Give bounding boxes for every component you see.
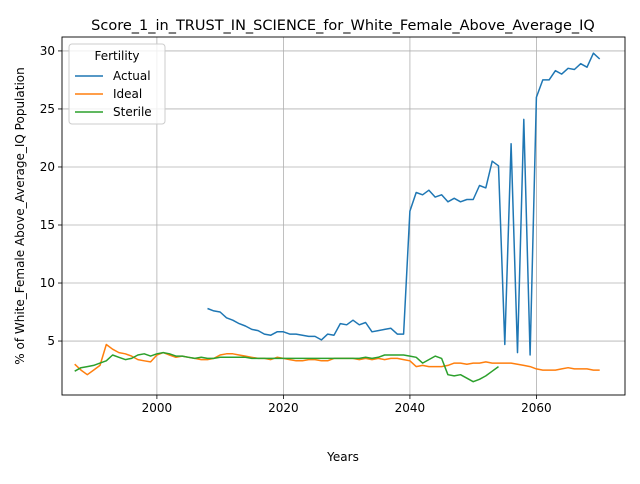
y-tick-label: 20: [40, 160, 55, 174]
legend-title: Fertility: [94, 49, 139, 63]
x-tick-label: 2000: [142, 401, 173, 415]
x-tick-label: 2060: [521, 401, 552, 415]
x-axis-label: Years: [326, 450, 359, 464]
y-tick-label: 25: [40, 102, 55, 116]
axis-ticks: 2000 2020 2040 2060 5 10 15 20 25 30: [40, 44, 552, 415]
series-line-actual: [207, 52, 601, 356]
legend-label-sterile: Sterile: [113, 105, 152, 119]
legend-label-ideal: Ideal: [113, 87, 142, 101]
legend-box: [68, 43, 166, 125]
y-tick-label: 10: [40, 276, 55, 290]
legend: Fertility Actual Ideal Sterile: [68, 43, 166, 125]
y-axis-label: % of White_Female Above_Average_IQ Popul…: [13, 67, 27, 364]
chart-title: Score_1_in_TRUST_IN_SCIENCE_for_White_Fe…: [91, 18, 595, 34]
y-tick-label: 30: [40, 44, 55, 58]
series-line-sterile: [74, 351, 499, 383]
plot-frame: [61, 36, 626, 396]
y-tick-label: 5: [47, 334, 55, 348]
y-tick-label: 15: [40, 218, 55, 232]
x-tick-label: 2040: [395, 401, 426, 415]
series-lines: [74, 52, 601, 383]
legend-label-actual: Actual: [113, 69, 151, 83]
x-tick-label: 2020: [268, 401, 299, 415]
